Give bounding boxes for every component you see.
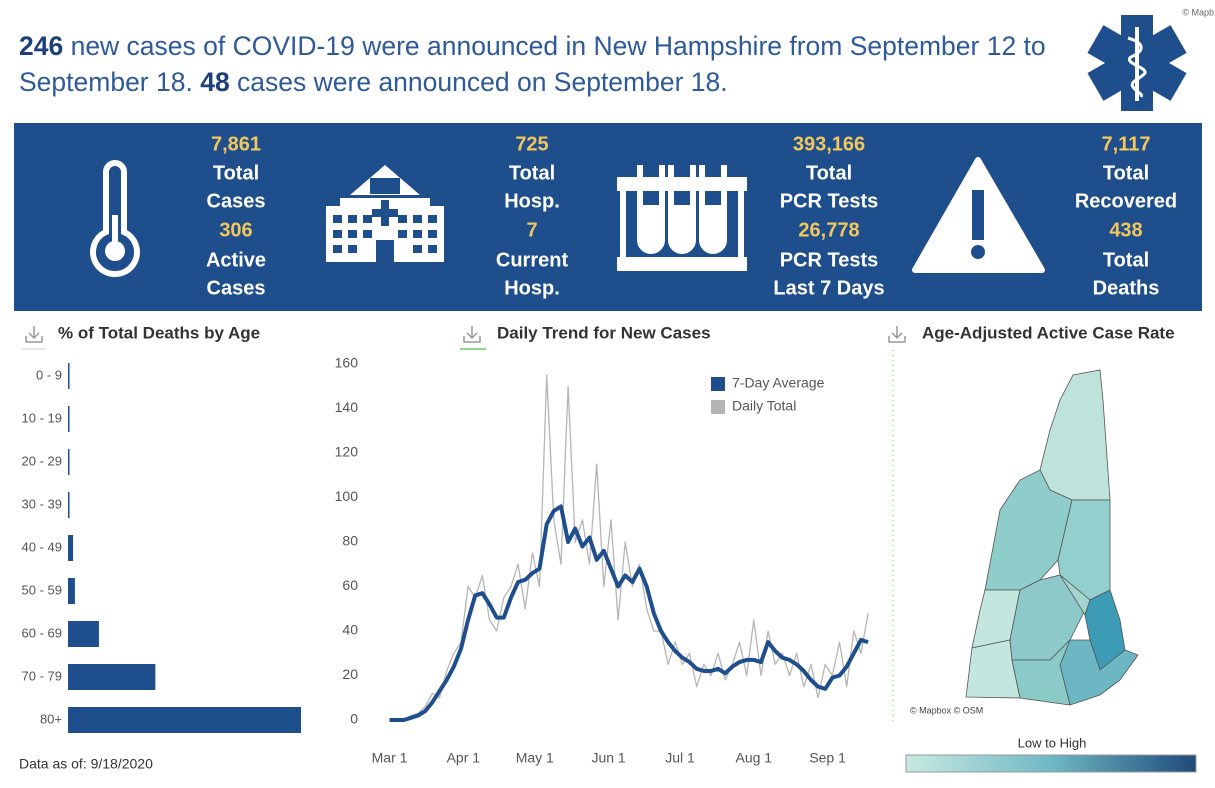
bar — [68, 406, 70, 432]
bar — [68, 492, 70, 518]
stat-label: Recovered — [1075, 190, 1177, 212]
logo — [1087, 15, 1187, 111]
y-tick-label: 20 — [342, 666, 358, 682]
headline-text: cases were announced on September 18. — [229, 67, 728, 97]
county — [1011, 639, 1071, 706]
category-label: 70 - 79 — [22, 668, 62, 683]
download-icon[interactable] — [460, 326, 486, 350]
county — [1039, 369, 1111, 501]
y-tick-label: 120 — [335, 444, 359, 460]
stat-label: Hosp. — [504, 190, 560, 212]
bar — [68, 664, 156, 690]
download-icon[interactable] — [22, 326, 46, 350]
stat-label: Total — [1103, 162, 1149, 184]
series-line — [389, 504, 869, 722]
stat-label: Total — [806, 162, 852, 184]
stat-label: Deaths — [1093, 277, 1160, 299]
hospital-icon — [326, 165, 444, 262]
stat-value: 438 — [1109, 219, 1142, 241]
stat-value: 393,166 — [793, 133, 865, 155]
stat-label: Cases — [207, 277, 266, 299]
legend-label: 7-Day Average — [732, 375, 825, 391]
y-tick-label: 0 — [350, 711, 358, 727]
headline: 246 new cases of COVID-19 were announced… — [19, 28, 1059, 100]
headline-text: new cases of COVID-19 were announced in … — [19, 31, 1046, 97]
category-label: 60 - 69 — [22, 625, 62, 640]
test-tubes-icon — [617, 165, 747, 271]
stat-label: Hosp. — [504, 277, 560, 299]
legend-label: Daily Total — [732, 398, 796, 414]
category-label: 30 - 39 — [22, 496, 62, 511]
category-label: 80+ — [40, 711, 62, 726]
category-label: 10 - 19 — [22, 410, 62, 425]
bar — [68, 621, 99, 647]
bar — [68, 449, 70, 475]
map-legend-label: Low to High — [1018, 735, 1087, 750]
series-line — [389, 374, 869, 721]
stat-value: 7 — [526, 219, 537, 241]
x-tick-label: Apr 1 — [447, 750, 481, 766]
map-attribution: © Mapbox © OSM — [910, 705, 983, 715]
y-tick-label: 140 — [335, 399, 359, 415]
credit: © Mapb — [1182, 7, 1214, 17]
category-label: 0 - 9 — [36, 367, 62, 382]
category-label: 40 - 49 — [22, 539, 62, 554]
thermometer-icon — [90, 160, 140, 277]
stat-label: PCR Tests — [780, 249, 879, 271]
chart-title: % of Total Deaths by Age — [58, 323, 260, 342]
legend-swatch — [711, 377, 725, 391]
week-count: 246 — [19, 31, 64, 61]
stats: 7,861 Total Cases 306 Active Cases 725 Total Hos… — [206, 133, 1177, 299]
stat-value: 7,861 — [211, 133, 261, 155]
download-icon[interactable] — [888, 326, 906, 343]
y-tick-label: 160 — [335, 355, 359, 371]
stat-label: Current — [496, 249, 569, 271]
x-tick-label: Jun 1 — [591, 750, 625, 766]
stat-value: 7,117 — [1102, 133, 1151, 155]
map — [965, 369, 1139, 706]
map-legend-scale — [905, 754, 1197, 773]
chart-title: Daily Trend for New Cases — [497, 323, 711, 342]
y-tick-label: 60 — [342, 577, 358, 593]
stat-label: Active — [206, 249, 266, 271]
day-count: 48 — [200, 67, 230, 97]
y-tick-label: 100 — [335, 488, 359, 504]
x-tick-label: Jul 1 — [665, 750, 695, 766]
stat-label: Total — [509, 162, 555, 184]
x-tick-label: May 1 — [516, 750, 554, 766]
category-label: 50 - 59 — [22, 582, 62, 597]
category-label: 20 - 29 — [22, 453, 62, 468]
footnote: Data as of: 9/18/2020 — [19, 756, 153, 772]
x-tick-label: Sep 1 — [809, 750, 846, 766]
stat-label: Cases — [207, 190, 266, 212]
y-tick-label: 80 — [342, 533, 358, 549]
stat-value: 306 — [219, 219, 252, 241]
stat-label: Total — [213, 162, 259, 184]
bar — [68, 535, 74, 561]
stat-value: 26,778 — [798, 219, 859, 241]
stats-banner — [14, 123, 1202, 311]
y-tick-label: 40 — [342, 622, 358, 638]
stat-label: Last 7 Days — [773, 277, 884, 299]
bar — [68, 578, 75, 604]
stat-label: Total — [1103, 249, 1149, 271]
stat-value: 725 — [515, 133, 548, 155]
map-title: Age-Adjusted Active Case Rate — [922, 323, 1175, 342]
warning-icon — [912, 157, 1045, 273]
x-tick-label: Mar 1 — [372, 750, 408, 766]
stat-label: PCR Tests — [780, 190, 879, 212]
x-tick-label: Aug 1 — [736, 750, 773, 766]
bar — [68, 707, 301, 733]
bar — [68, 363, 70, 389]
legend-swatch — [711, 400, 725, 414]
